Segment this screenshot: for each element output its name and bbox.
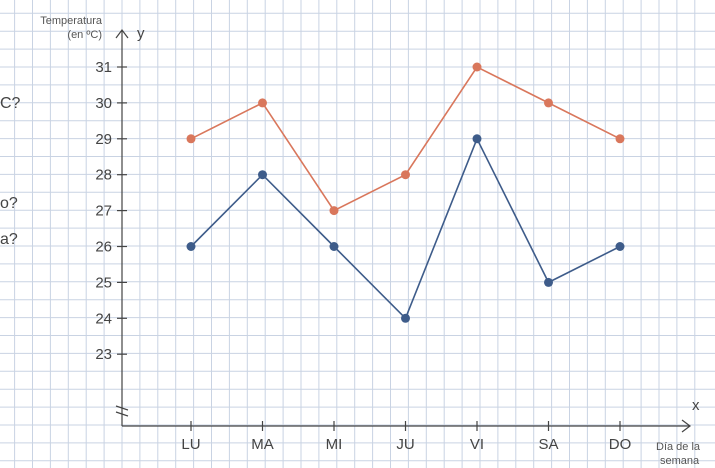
series-2-point: [544, 277, 553, 287]
x-axis-title-line1: Día de la: [656, 441, 701, 453]
y-tick-label: 31: [95, 59, 112, 76]
series-group: [186, 62, 625, 323]
series-2-point: [329, 242, 339, 251]
y-axis-title-line1: Temperatura: [40, 15, 103, 27]
x-tick-labels: LU MA MI JU VI SA DO: [181, 421, 631, 453]
y-axis-break-mark: [115, 405, 129, 417]
x-tick-label: VI: [470, 436, 484, 453]
y-tick-label: 23: [95, 346, 112, 363]
series-2-point: [615, 242, 625, 251]
side-text-2: o?: [0, 195, 18, 212]
y-tick-label: 30: [95, 95, 112, 112]
x-tick-label: JU: [396, 436, 414, 453]
x-tick-label: SA: [538, 436, 558, 453]
y-tick-label: 29: [95, 131, 112, 148]
side-text-3: a?: [0, 231, 18, 248]
y-tick-label: 28: [95, 167, 112, 184]
x-axis-arrow: [681, 419, 691, 433]
x-tick-label: MA: [251, 436, 274, 453]
series-1-point: [186, 134, 196, 144]
y-axis-arrow: [115, 29, 129, 39]
series-1-point: [615, 134, 625, 144]
y-tick-labels: 23 24 25 26 27 28 29 30 31: [95, 59, 127, 363]
side-text-1: C?: [0, 95, 21, 112]
x-tick-label: LU: [181, 436, 200, 453]
y-tick-label: 26: [95, 239, 112, 256]
series-2-point: [401, 313, 410, 323]
x-axis-title-line2: semana: [660, 455, 700, 467]
y-tick-label: 25: [95, 274, 112, 291]
x-tick-label: MI: [326, 436, 343, 453]
series-1-point: [544, 98, 553, 108]
y-axis-title-line2: (en ºC): [67, 29, 102, 41]
series-2-point: [472, 134, 482, 144]
x-axis-letter: x: [692, 397, 700, 414]
series-1-point: [329, 206, 339, 216]
y-tick-label: 27: [95, 203, 112, 220]
series-2-point: [186, 242, 196, 251]
y-axis-letter: y: [137, 25, 145, 42]
series-1-point: [401, 170, 410, 180]
y-tick-label: 24: [95, 310, 112, 327]
x-tick-label: DO: [609, 436, 632, 453]
series-1-point: [258, 98, 267, 108]
series-1-point: [472, 62, 482, 72]
series-2-point: [258, 170, 267, 180]
